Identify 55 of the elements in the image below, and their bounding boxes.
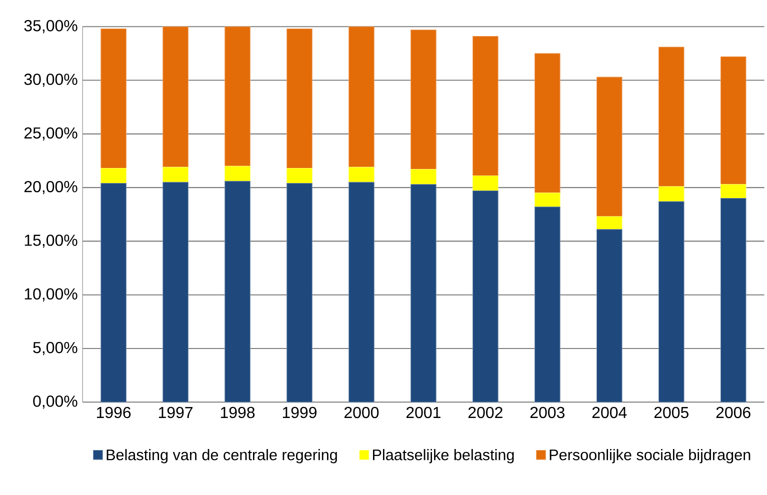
bar xyxy=(286,182,312,402)
bar xyxy=(410,184,436,402)
bar xyxy=(720,184,746,198)
bar xyxy=(720,198,746,402)
legend-label: Persoonlijke sociale bijdragen xyxy=(550,448,750,464)
bar xyxy=(534,206,560,402)
y-tick-label: 20,00% xyxy=(24,180,78,194)
x-tick-label: 2004 xyxy=(592,406,627,418)
bar xyxy=(472,36,498,176)
bar xyxy=(658,201,684,402)
bar xyxy=(286,168,312,184)
bar xyxy=(596,228,622,402)
bar xyxy=(162,166,188,182)
y-tick-label: 30,00% xyxy=(24,74,78,87)
bar xyxy=(658,186,684,202)
bar xyxy=(410,29,436,170)
bar xyxy=(100,182,126,402)
bar xyxy=(348,182,374,402)
y-tick-label: 0,00% xyxy=(33,395,78,409)
x-tick-label: 2002 xyxy=(468,406,502,418)
bar xyxy=(534,53,560,194)
y-tick-label: 5,00% xyxy=(33,342,78,355)
bar xyxy=(472,190,498,402)
bar xyxy=(100,28,126,168)
bar xyxy=(162,182,188,402)
y-tick-label: 15,00% xyxy=(24,234,78,248)
bar xyxy=(224,26,250,166)
bar xyxy=(596,76,622,217)
x-tick-label: 1996 xyxy=(96,406,131,418)
bar xyxy=(410,168,436,184)
bar xyxy=(658,46,684,187)
bar xyxy=(472,175,498,191)
bar xyxy=(100,168,126,184)
x-tick-label: 1999 xyxy=(282,406,316,418)
x-tick-label: 1997 xyxy=(158,406,192,418)
x-tick-label: 2001 xyxy=(406,406,440,418)
y-tick-label: 25,00% xyxy=(24,127,78,140)
bar xyxy=(286,28,312,168)
bar xyxy=(162,26,188,168)
legend-label: Belasting van de centrale regering xyxy=(106,448,337,464)
y-tick-label: 10,00% xyxy=(24,288,78,302)
x-tick-label: 2003 xyxy=(530,406,564,418)
legend-label: Plaatselijke belasting xyxy=(373,448,514,464)
bar xyxy=(224,166,250,182)
bar xyxy=(596,216,622,230)
bar xyxy=(224,180,250,402)
bar xyxy=(348,26,374,168)
bar xyxy=(720,56,746,184)
x-tick-label: 2000 xyxy=(344,406,379,418)
x-tick-label: 1998 xyxy=(220,406,255,418)
bar xyxy=(534,192,560,207)
bar xyxy=(348,166,374,182)
x-tick-label: 2006 xyxy=(716,406,750,418)
y-tick-label: 35,00% xyxy=(24,20,78,34)
x-tick-label: 2005 xyxy=(654,406,688,418)
